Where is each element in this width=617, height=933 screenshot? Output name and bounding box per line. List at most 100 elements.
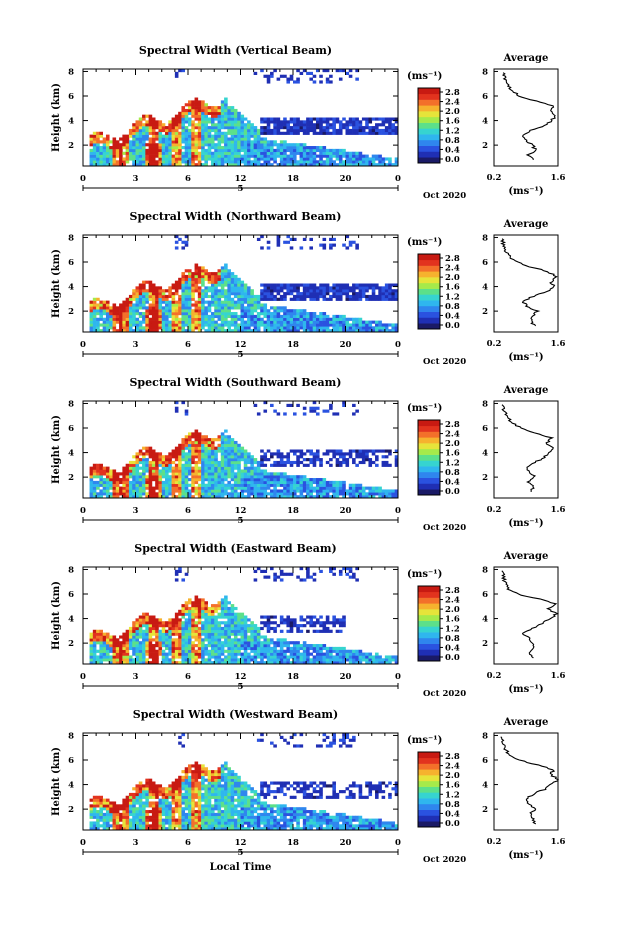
heatmap-cell bbox=[224, 301, 228, 304]
heatmap-cell bbox=[109, 635, 113, 638]
heatmap-cell bbox=[158, 323, 162, 326]
heatmap-cell bbox=[126, 644, 130, 647]
heatmap-cell bbox=[214, 655, 218, 658]
heatmap-cell bbox=[260, 312, 264, 315]
x-tick-label: 20 bbox=[340, 340, 352, 350]
heatmap-cell bbox=[273, 309, 277, 312]
heatmap-cell bbox=[234, 475, 238, 478]
heatmap-cell bbox=[231, 489, 235, 492]
heatmap-cell bbox=[201, 269, 205, 272]
heatmap-cell bbox=[178, 570, 182, 573]
heatmap-cell bbox=[224, 309, 228, 312]
heatmap-cell bbox=[181, 109, 185, 112]
heatmap-cell bbox=[96, 143, 100, 146]
heatmap-cell bbox=[99, 464, 103, 467]
heatmap-cell bbox=[175, 458, 179, 461]
heatmap-cell bbox=[136, 301, 140, 304]
heatmap-cell bbox=[139, 467, 143, 470]
heatmap-cell bbox=[257, 323, 261, 326]
heatmap-cell bbox=[188, 658, 192, 661]
heatmap-cell bbox=[277, 315, 281, 318]
heatmap-cell bbox=[126, 469, 130, 472]
heatmap-cell bbox=[204, 607, 208, 610]
heatmap-cell bbox=[273, 284, 277, 287]
heatmap-cell bbox=[270, 298, 274, 301]
heatmap-cell bbox=[241, 132, 245, 135]
heatmap-cell bbox=[218, 616, 222, 619]
heatmap-cell bbox=[145, 298, 149, 301]
heatmap-cell bbox=[178, 301, 182, 304]
heatmap-cell bbox=[201, 289, 205, 292]
heatmap-cell bbox=[241, 157, 245, 160]
heatmap-cell bbox=[185, 244, 189, 247]
colorbar-tick-label: 0.4 bbox=[445, 477, 460, 487]
heatmap-cell bbox=[263, 292, 267, 295]
heatmap-cell bbox=[211, 135, 215, 138]
heatmap-cell bbox=[109, 469, 113, 472]
heatmap-cell bbox=[244, 478, 248, 481]
heatmap-cell bbox=[165, 630, 169, 633]
heatmap-cell bbox=[221, 635, 225, 638]
heatmap-cell bbox=[198, 441, 202, 444]
heatmap-cell bbox=[204, 447, 208, 450]
heatmap-cell bbox=[319, 492, 323, 495]
heatmap-cell bbox=[122, 638, 126, 641]
heatmap-cell bbox=[126, 653, 130, 656]
heatmap-cell bbox=[142, 140, 146, 143]
heatmap-cell bbox=[224, 303, 228, 306]
heatmap-cell bbox=[234, 481, 238, 484]
heatmap-cell bbox=[283, 241, 287, 244]
heatmap-cell bbox=[280, 326, 284, 329]
heatmap-cell bbox=[339, 149, 343, 152]
heatmap-cell bbox=[188, 137, 192, 140]
heatmap-cell bbox=[139, 306, 143, 309]
heatmap-cell bbox=[319, 315, 323, 318]
heatmap-cell bbox=[290, 152, 294, 155]
heatmap-cell bbox=[152, 160, 156, 163]
heatmap-cell bbox=[355, 464, 359, 467]
heatmap-cell bbox=[175, 143, 179, 146]
heatmap-cell bbox=[316, 407, 320, 410]
heatmap-cell bbox=[270, 286, 274, 289]
heatmap-cell bbox=[93, 633, 97, 636]
heatmap-cell bbox=[191, 650, 195, 653]
heatmap-cell bbox=[175, 281, 179, 284]
heatmap-cell bbox=[211, 321, 215, 324]
heatmap-cell bbox=[316, 298, 320, 301]
heatmap-cell bbox=[152, 318, 156, 321]
profile-y-tick-label: 6 bbox=[482, 258, 488, 268]
heatmap-cell bbox=[224, 115, 228, 118]
heatmap-cell bbox=[208, 489, 212, 492]
heatmap-cell bbox=[336, 489, 340, 492]
heatmap-cell bbox=[224, 126, 228, 129]
heatmap-cell bbox=[346, 284, 350, 287]
heatmap-cell bbox=[323, 315, 327, 318]
heatmap-cell bbox=[382, 492, 386, 495]
heatmap-cell bbox=[198, 106, 202, 109]
heatmap-cell bbox=[158, 312, 162, 315]
heatmap-cell bbox=[155, 123, 159, 126]
heatmap-cell bbox=[368, 487, 372, 490]
heatmap-cell bbox=[332, 129, 336, 132]
heatmap-cell bbox=[191, 447, 195, 450]
heatmap-cell bbox=[332, 295, 336, 298]
heatmap-cell bbox=[280, 306, 284, 309]
heatmap-cell bbox=[99, 647, 103, 650]
heatmap-cell bbox=[198, 487, 202, 490]
heatmap-cell bbox=[378, 323, 382, 326]
heatmap-cell bbox=[231, 658, 235, 661]
heatmap-cell bbox=[218, 160, 222, 163]
heatmap-cell bbox=[227, 613, 231, 616]
heatmap-cell bbox=[99, 323, 103, 326]
heatmap-cell bbox=[283, 461, 287, 464]
x-tick-label: 20 bbox=[340, 506, 352, 516]
heatmap-cell bbox=[99, 315, 103, 318]
profile-title: Average bbox=[503, 385, 549, 396]
heatmap-cell bbox=[191, 610, 195, 613]
heatmap-cell bbox=[188, 155, 192, 158]
heatmap-cell bbox=[198, 103, 202, 106]
heatmap-cell bbox=[119, 309, 123, 312]
heatmap-cell bbox=[234, 638, 238, 641]
heatmap-cell bbox=[136, 286, 140, 289]
heatmap-cell bbox=[162, 489, 166, 492]
